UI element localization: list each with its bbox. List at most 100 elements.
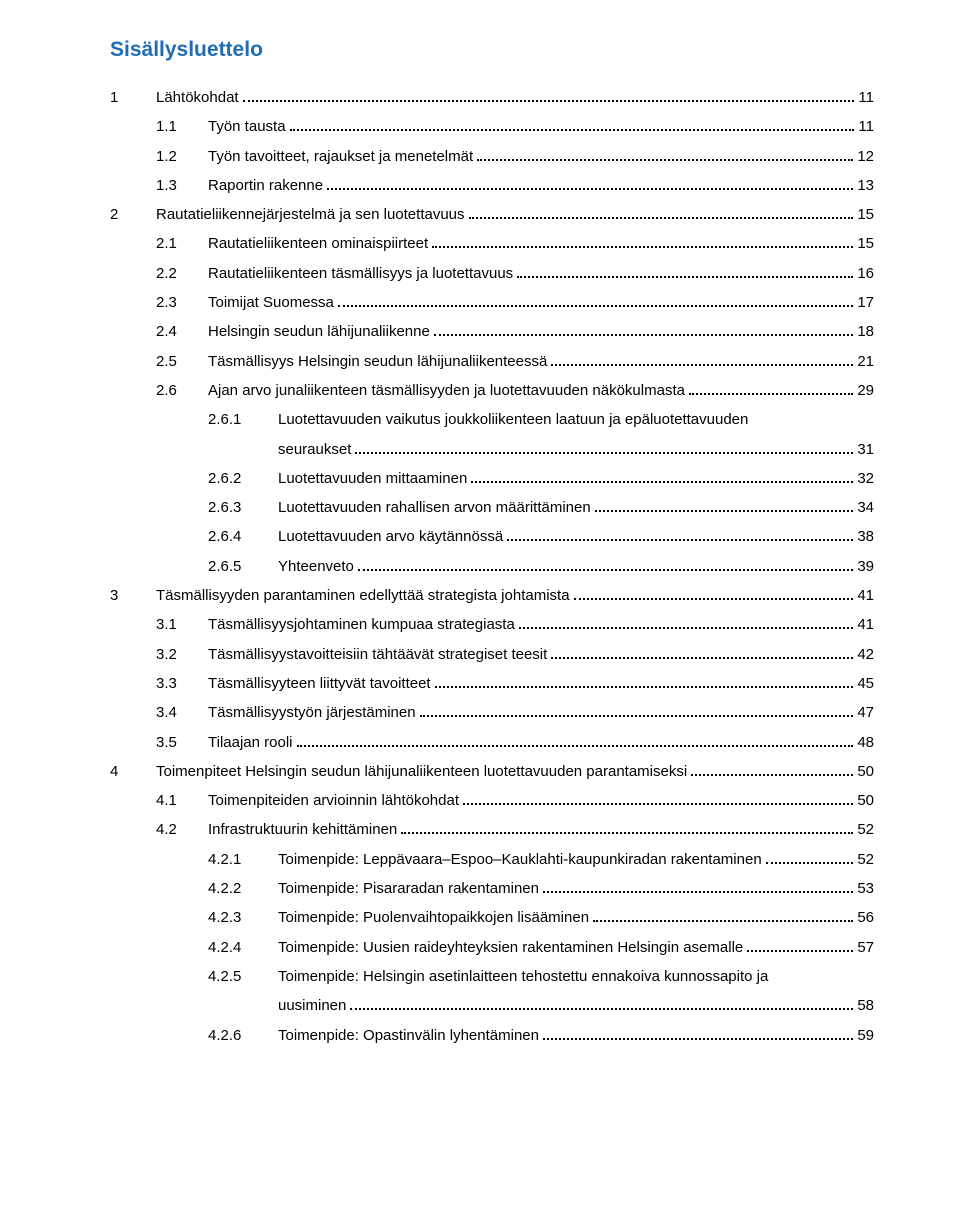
toc-entry-page: 52 [857, 822, 874, 837]
toc-entry-number: 3.2 [156, 647, 208, 662]
toc-entry-page: 47 [857, 705, 874, 720]
toc-entry-page: 17 [857, 295, 874, 310]
toc-leader-dots [691, 774, 853, 776]
toc-entry-page: 52 [857, 852, 874, 867]
toc-entry-page: 53 [857, 881, 874, 896]
toc-entry-page: 15 [857, 236, 874, 251]
toc-entry-page: 11 [858, 119, 874, 134]
toc-entry: 2.6.4Luotettavuuden arvo käytännössä38 [110, 529, 874, 544]
toc-leader-dots [355, 452, 853, 454]
toc-entry-text: Täsmällisyys Helsingin seudun lähijunali… [208, 354, 547, 369]
toc-entry-page: 58 [857, 998, 874, 1013]
toc-entry: 2.6.1Luotettavuuden vaikutus joukkoliike… [110, 412, 874, 427]
toc-entry-number: 4.2.3 [208, 910, 278, 925]
toc-leader-dots [469, 217, 854, 219]
toc-entry: 3.4Täsmällisyystyön järjestäminen 47 [110, 705, 874, 720]
toc-entry-number: 2.6.2 [208, 471, 278, 486]
toc-leader-dots [593, 920, 853, 922]
toc-leader-dots [519, 627, 854, 629]
toc-entry-number: 4.2.2 [208, 881, 278, 896]
toc-entry-number: 1.2 [156, 149, 208, 164]
toc-leader-dots [435, 686, 854, 688]
toc-entry-text: Toimenpide: Leppävaara–Espoo–Kauklahti-k… [278, 852, 762, 867]
toc-entry-text: Luotettavuuden rahallisen arvon määrittä… [278, 500, 591, 515]
toc-leader-dots [689, 393, 853, 395]
toc-leader-dots [290, 129, 855, 131]
toc-entry: 4.2.6Toimenpide: Opastinvälin lyhentämin… [110, 1028, 874, 1043]
toc-leader-dots [471, 481, 853, 483]
toc-entry-number: 2.1 [156, 236, 208, 251]
toc-entry-text: Helsingin seudun lähijunaliikenne [208, 324, 430, 339]
toc-entry-number: 1 [110, 90, 156, 105]
toc-leader-dots [243, 100, 855, 102]
toc-entry-number: 3.4 [156, 705, 208, 720]
toc-entry-text: Raportin rakenne [208, 178, 323, 193]
toc-entry: 2.6Ajan arvo junaliikenteen täsmällisyyd… [110, 383, 874, 398]
toc-entry-text: Toimijat Suomessa [208, 295, 334, 310]
toc-entry: 3.1Täsmällisyysjohtaminen kumpuaa strate… [110, 617, 874, 632]
toc-entry-page: 15 [857, 207, 874, 222]
toc-entry-text: Yhteenveto [278, 559, 354, 574]
toc-entry-number: 4.2.6 [208, 1028, 278, 1043]
toc-entry-text: Toimenpide: Puolenvaihtopaikkojen lisääm… [278, 910, 589, 925]
toc-entry: 3Täsmällisyyden parantaminen edellyttää … [110, 588, 874, 603]
toc-entry-page: 39 [857, 559, 874, 574]
toc-entry: 2.3Toimijat Suomessa17 [110, 295, 874, 310]
toc-entry-text: Toimenpiteet Helsingin seudun lähijunali… [156, 764, 687, 779]
toc-leader-dots [747, 950, 853, 952]
toc-leader-dots [358, 569, 853, 571]
toc-entry-number: 2.2 [156, 266, 208, 281]
toc-entry-text: seuraukset [278, 442, 351, 457]
toc-entry-text: Luotettavuuden arvo käytännössä [278, 529, 503, 544]
toc-entry-page: 18 [857, 324, 874, 339]
toc-entry-text: Täsmällisyyteen liittyvät tavoitteet [208, 676, 431, 691]
toc-entry-page: 13 [857, 178, 874, 193]
toc-entry: 3.5Tilaajan rooli48 [110, 735, 874, 750]
toc-entry-page: 12 [857, 149, 874, 164]
toc-entry-number: 2.4 [156, 324, 208, 339]
toc-entry-text: Työn tausta [208, 119, 286, 134]
toc-entry: 3.3Täsmällisyyteen liittyvät tavoitteet 4… [110, 676, 874, 691]
toc-entry: 2.5Täsmällisyys Helsingin seudun lähijun… [110, 354, 874, 369]
toc-entry-text: Lähtökohdat [156, 90, 239, 105]
toc-entry-number: 3.1 [156, 617, 208, 632]
toc-entry-page: 59 [857, 1028, 874, 1043]
toc-entry: 1Lähtökohdat 11 [110, 90, 874, 105]
toc-entry-text: Ajan arvo junaliikenteen täsmällisyyden … [208, 383, 685, 398]
toc-entry-text: Työn tavoitteet, rajaukset ja menetelmät [208, 149, 473, 164]
toc-entry-continuation: uusiminen58 [110, 998, 874, 1013]
toc-entry-number: 2.6.1 [208, 412, 278, 427]
toc-entry: 2Rautatieliikennejärjestelmä ja sen luot… [110, 207, 874, 222]
toc-entry-text: Luotettavuuden mittaaminen [278, 471, 467, 486]
toc-entry: 4.2.4Toimenpide: Uusien raideyhteyksien … [110, 940, 874, 955]
toc-leader-dots [297, 745, 854, 747]
toc-leader-dots [434, 334, 853, 336]
toc-entry-page: 11 [858, 90, 874, 105]
toc-leader-dots [551, 364, 853, 366]
toc-entry-text: Toimenpide: Uusien raideyhteyksien raken… [278, 940, 743, 955]
toc-entry-page: 41 [857, 588, 874, 603]
toc-leader-dots [327, 188, 853, 190]
toc-leader-dots [551, 657, 853, 659]
toc-leader-dots [477, 159, 853, 161]
toc-leader-dots [338, 305, 853, 307]
toc-entry: 4.2.2Toimenpide: Pisararadan rakentamine… [110, 881, 874, 896]
toc-entry-page: 34 [857, 500, 874, 515]
toc-entry-page: 48 [857, 735, 874, 750]
toc-body: 1Lähtökohdat111.1Työn tausta111.2Työn ta… [110, 90, 874, 1043]
toc-leader-dots [507, 539, 853, 541]
toc-entry-page: 41 [857, 617, 874, 632]
toc-entry-page: 45 [857, 676, 874, 691]
toc-entry-text: Täsmällisyystyön järjestäminen [208, 705, 416, 720]
toc-entry-page: 29 [857, 383, 874, 398]
toc-entry-number: 3.3 [156, 676, 208, 691]
toc-entry-text: Rautatieliikenteen ominaispiirteet [208, 236, 428, 251]
toc-leader-dots [517, 276, 853, 278]
toc-entry-text: Täsmällisyysjohtaminen kumpuaa strategia… [208, 617, 515, 632]
toc-entry-page: 21 [857, 354, 874, 369]
toc-entry-page: 50 [857, 764, 874, 779]
toc-leader-dots [463, 803, 853, 805]
toc-entry-number: 2.6 [156, 383, 208, 398]
toc-leader-dots [350, 1008, 853, 1010]
toc-header: Sisällysluettelo [110, 38, 874, 62]
